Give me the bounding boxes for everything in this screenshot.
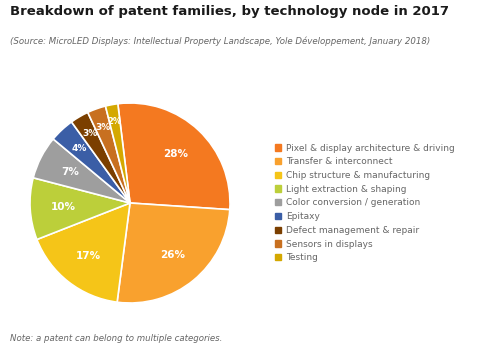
Text: 3%: 3%	[82, 130, 97, 139]
Text: 28%: 28%	[164, 149, 188, 159]
Text: 7%: 7%	[62, 167, 80, 177]
Text: 26%: 26%	[160, 250, 185, 260]
Wedge shape	[30, 178, 130, 239]
Text: Breakdown of patent families, by technology node in 2017: Breakdown of patent families, by technol…	[10, 5, 449, 18]
Wedge shape	[106, 104, 130, 203]
Wedge shape	[53, 122, 130, 203]
Wedge shape	[33, 139, 130, 203]
Text: (Source: MicroLED Displays: Intellectual Property Landscape, Yole Développement,: (Source: MicroLED Displays: Intellectual…	[10, 37, 430, 46]
Wedge shape	[88, 106, 130, 203]
Text: 17%: 17%	[76, 251, 102, 261]
Text: Note: a patent can belong to multiple categories.: Note: a patent can belong to multiple ca…	[10, 334, 222, 343]
Legend: Pixel & display architecture & driving, Transfer & interconnect, Chip structure : Pixel & display architecture & driving, …	[275, 144, 454, 262]
Wedge shape	[118, 103, 230, 210]
Text: 3%: 3%	[96, 123, 111, 132]
Text: 2%: 2%	[108, 117, 122, 126]
Wedge shape	[37, 203, 130, 302]
Wedge shape	[117, 203, 230, 303]
Text: 4%: 4%	[71, 144, 86, 153]
Wedge shape	[72, 112, 130, 203]
Text: 10%: 10%	[50, 202, 76, 212]
